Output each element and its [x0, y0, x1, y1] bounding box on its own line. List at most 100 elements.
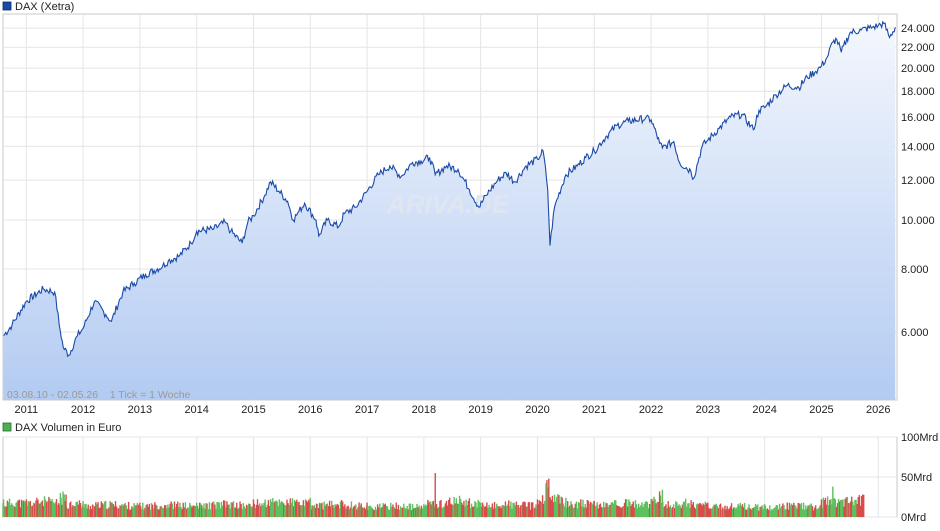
volume-bar	[8, 498, 11, 517]
volume-bar	[833, 498, 835, 517]
volume-bar	[560, 496, 562, 517]
volume-bar	[520, 505, 522, 517]
volume-bar	[776, 505, 779, 517]
volume-bar	[646, 502, 649, 517]
volume-bar	[314, 507, 317, 517]
volume-bar	[813, 507, 816, 517]
volume-bar	[237, 508, 239, 517]
price-y-tick-label: 12.000	[901, 175, 935, 187]
volume-bar	[387, 509, 390, 517]
volume-bar	[126, 509, 129, 517]
volume-bar	[115, 506, 118, 517]
volume-bar	[205, 503, 207, 517]
volume-bar	[275, 500, 277, 517]
volume-bar	[394, 508, 396, 517]
volume-bar	[470, 503, 473, 517]
volume-bar	[835, 507, 838, 517]
volume-bar	[707, 507, 710, 517]
volume-bar	[581, 506, 583, 517]
volume-bar	[664, 506, 666, 517]
volume-bar	[794, 504, 796, 517]
volume-bar	[262, 505, 264, 517]
volume-bar	[672, 504, 675, 517]
volume-bar	[421, 508, 424, 517]
volume-bar	[845, 497, 847, 517]
volume-bar	[374, 506, 377, 517]
volume-bar	[47, 501, 49, 517]
date-range-footnote: 03.08.10 - 02.05.26 1 Tick = 1 Woche	[7, 389, 191, 401]
volume-bar	[766, 508, 769, 517]
volume-bar	[802, 502, 805, 517]
volume-bar	[784, 509, 786, 517]
volume-bar	[194, 505, 196, 517]
volume-bar-key	[309, 497, 311, 517]
volume-bar	[476, 507, 478, 517]
volume-bar	[480, 506, 483, 517]
volume-bar	[523, 501, 525, 517]
volume-bar	[30, 505, 33, 517]
volume-bar	[551, 495, 554, 517]
volume-bar	[771, 508, 773, 517]
volume-bar	[754, 503, 757, 517]
volume-bar-key	[832, 486, 834, 517]
volume-bar	[616, 505, 618, 517]
volume-bar	[537, 504, 539, 517]
volume-bar	[773, 507, 775, 517]
volume-bar	[482, 504, 485, 517]
volume-bar	[428, 502, 430, 517]
volume-bar	[629, 501, 631, 517]
volume-bar	[231, 502, 234, 517]
volume-bar	[38, 503, 40, 517]
volume-bar	[181, 509, 183, 517]
volume-bar	[684, 498, 687, 517]
volume-bar	[618, 506, 620, 517]
volume-bar	[585, 507, 587, 517]
volume-bar	[95, 502, 97, 517]
volume-bar	[257, 505, 260, 517]
volume-bar	[85, 503, 87, 517]
volume-bar	[654, 499, 656, 517]
volume-bar	[153, 508, 155, 517]
volume-bar	[261, 503, 263, 517]
volume-bar	[843, 506, 845, 517]
x-tick-label: 2018	[412, 404, 436, 416]
volume-bar	[860, 496, 863, 517]
volume-bar	[829, 499, 831, 517]
volume-bar-key	[479, 502, 482, 517]
volume-bar	[312, 506, 314, 517]
volume-bar	[721, 509, 723, 517]
volume-bar	[490, 507, 492, 517]
volume-bar	[206, 503, 208, 517]
volume-bar	[506, 504, 509, 517]
volume-bar	[260, 506, 262, 517]
volume-bar	[621, 506, 624, 517]
volume-bar	[511, 508, 513, 517]
volume-bar	[467, 500, 470, 517]
volume-bar	[24, 501, 26, 517]
volume-bar	[488, 504, 490, 517]
volume-bar	[296, 499, 298, 517]
volume-bar	[588, 503, 591, 517]
volume-bar	[778, 503, 781, 517]
volume-bar	[179, 502, 181, 517]
volume-bar	[601, 507, 604, 517]
volume-bar	[283, 503, 285, 517]
volume-bar	[573, 507, 575, 517]
volume-bar	[628, 499, 630, 517]
volume-bar	[417, 507, 419, 517]
volume-bar	[562, 503, 565, 517]
volume-bar	[349, 507, 352, 517]
volume-bar	[175, 503, 178, 517]
volume-bar	[20, 499, 23, 517]
volume-bar	[775, 505, 778, 517]
volume-bar	[299, 505, 301, 517]
volume-bar	[350, 501, 353, 517]
volume-bar	[55, 499, 58, 517]
volume-bar	[849, 501, 852, 517]
volume-bar	[538, 500, 541, 517]
volume-bar	[755, 505, 758, 517]
volume-bar	[473, 506, 475, 517]
volume-bar	[513, 502, 515, 517]
volume-bar	[146, 504, 148, 517]
volume-bar-key	[593, 501, 595, 517]
